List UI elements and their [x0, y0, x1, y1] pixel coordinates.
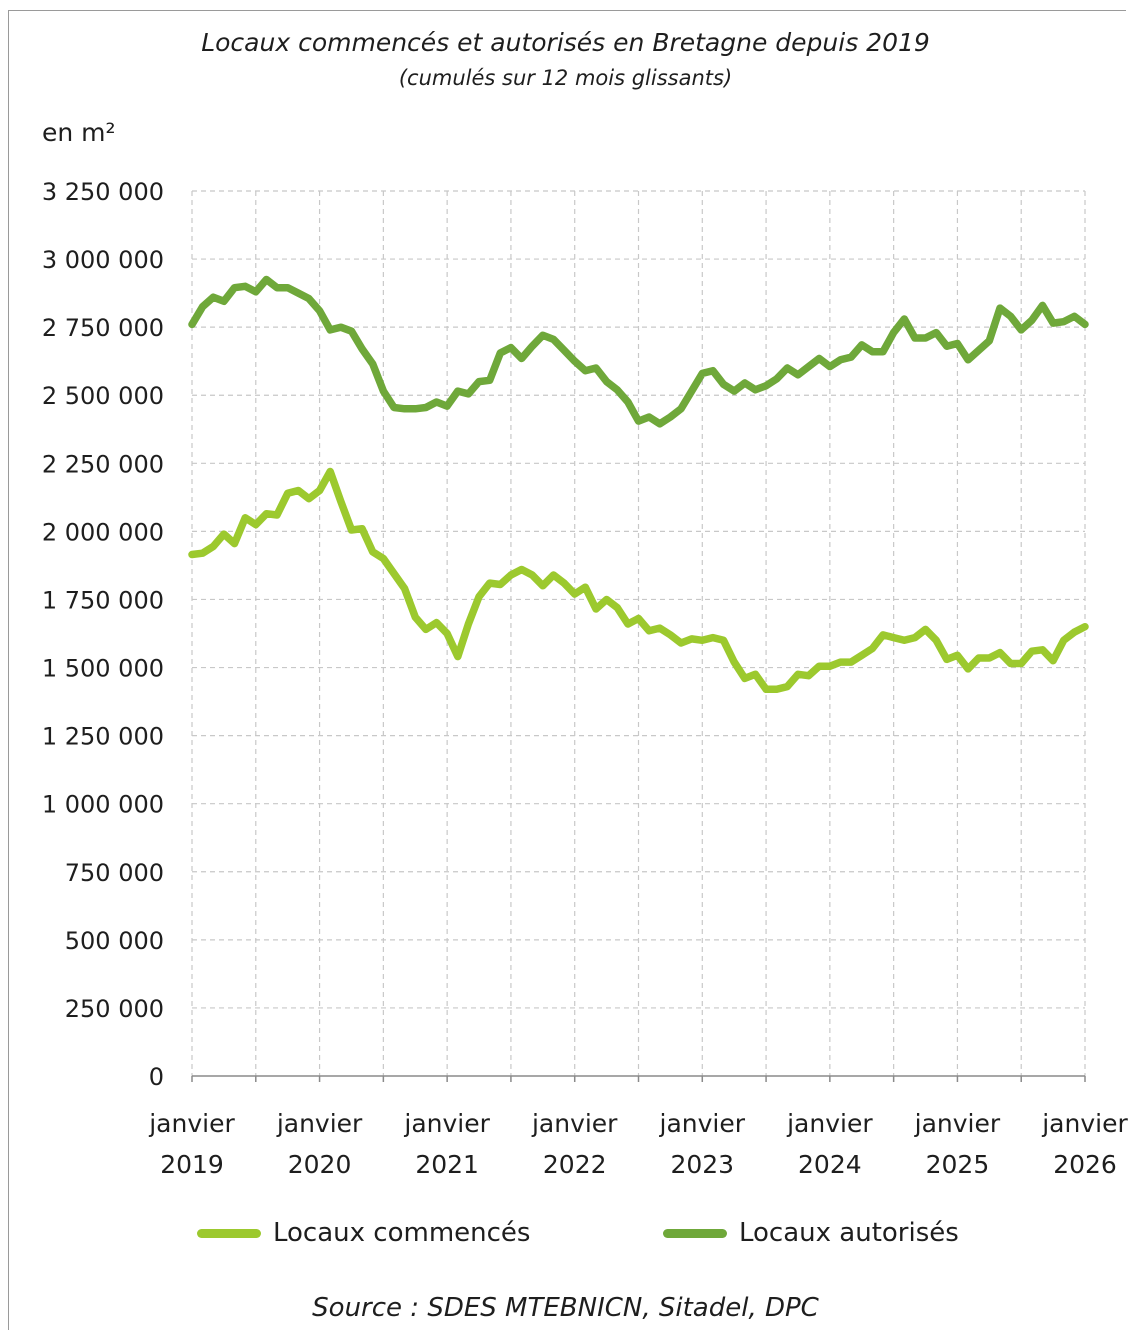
chart-frame — [8, 10, 1126, 1330]
y-tick-label: 2 500 000 — [42, 382, 164, 410]
y-tick-label: 1 750 000 — [42, 586, 164, 614]
line-chart: 0 250 000 500 000 750 000 1 000 000 1 250 000… — [42, 178, 1129, 1179]
y-tick-label: 3 000 000 — [42, 246, 164, 274]
y-tick-label: 750 000 — [65, 859, 164, 887]
x-tick-label-month: janvier — [914, 1109, 1001, 1138]
y-tick-labels: 0 250 000 500 000 750 000 1 000 000 1 250 000… — [42, 178, 164, 1091]
series-lines — [188, 275, 1089, 694]
y-tick-label: 500 000 — [65, 927, 164, 955]
chart-subtitle: (cumulés sur 12 mois glissants) — [398, 66, 733, 90]
source-note: Source : SDES MTEBNICN, Sitadel, DPC — [312, 1293, 819, 1323]
legend-swatch-autorises — [663, 1228, 727, 1238]
y-tick-label: 250 000 — [65, 995, 164, 1023]
x-tick-label-year: 2023 — [670, 1150, 734, 1179]
legend: Locaux commencés Locaux autorisés — [0, 1218, 1131, 1258]
x-tick-label-month: janvier — [148, 1109, 235, 1138]
chart-title: Locaux commencés et autorisés en Bretagn… — [201, 28, 930, 57]
y-tick-label: 1 250 000 — [42, 723, 164, 751]
y-tick-label: 2 250 000 — [42, 450, 164, 478]
x-tick-label-month: janvier — [531, 1109, 618, 1138]
legend-label-commences: Locaux commencés — [273, 1218, 531, 1248]
series-line-locaux-autorises — [188, 275, 1089, 428]
x-tick-label-month: janvier — [403, 1109, 490, 1138]
y-tick-label: 3 250 000 — [42, 178, 164, 206]
y-tick-label: 2 000 000 — [42, 518, 164, 546]
series-line-locaux-commences — [188, 467, 1089, 694]
y-axis-label: en m² — [42, 118, 116, 147]
x-tick-label-year: 2022 — [543, 1150, 607, 1179]
x-tick-label-month: janvier — [276, 1109, 363, 1138]
x-tick-label-month: janvier — [1041, 1109, 1128, 1138]
legend-label-autorises: Locaux autorisés — [739, 1218, 959, 1248]
y-tick-label: 1 500 000 — [42, 655, 164, 683]
x-tick-label-year: 2019 — [160, 1150, 224, 1179]
x-tick-label-year: 2024 — [798, 1150, 862, 1179]
y-tick-label: 0 — [149, 1063, 164, 1091]
grid-lines — [191, 190, 1086, 1082]
x-tick-labels: janvier 2019 janvier 2020 janvier 2021 janvier… — [148, 1109, 1128, 1179]
x-tick-label-month: janvier — [659, 1109, 746, 1138]
y-tick-label: 1 000 000 — [42, 791, 164, 819]
x-tick-label-year: 2026 — [1053, 1150, 1117, 1179]
x-tick-label-year: 2025 — [926, 1150, 990, 1179]
legend-swatch-commences — [197, 1228, 261, 1238]
x-tick-label-year: 2021 — [415, 1150, 479, 1179]
legend-item-autorises: Locaux autorisés — [663, 1218, 959, 1248]
x-tick-label-month: janvier — [786, 1109, 873, 1138]
x-tick-label-year: 2020 — [288, 1150, 352, 1179]
y-tick-label: 2 750 000 — [42, 314, 164, 342]
legend-item-commences: Locaux commencés — [197, 1218, 530, 1248]
